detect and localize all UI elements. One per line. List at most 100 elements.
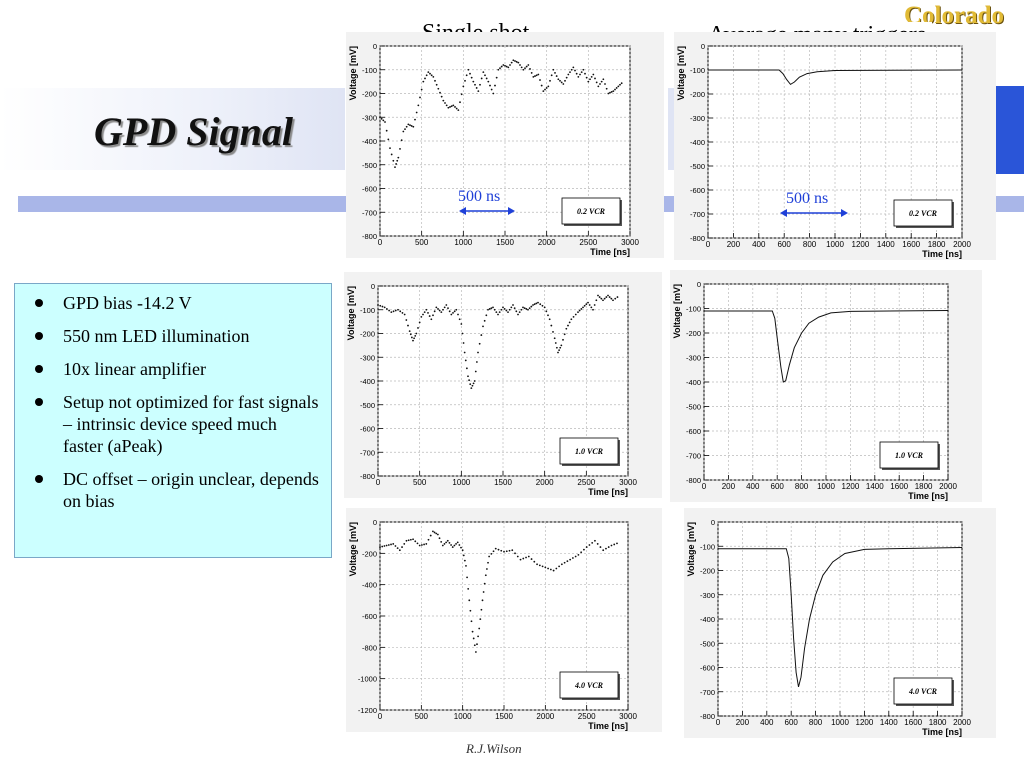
waveform-point — [554, 72, 556, 74]
y-tick-label: -300 — [360, 353, 375, 362]
waveform-point — [607, 546, 610, 548]
waveform-point — [401, 312, 404, 314]
waveform-point — [616, 542, 618, 545]
waveform-point — [487, 561, 489, 564]
waveform-point — [605, 547, 607, 550]
waveform-point — [385, 308, 388, 310]
waveform-point — [477, 90, 480, 93]
waveform-point — [396, 547, 399, 550]
waveform-point — [495, 311, 498, 314]
waveform-point — [514, 60, 516, 62]
waveform-point — [559, 79, 561, 82]
waveform-point — [547, 314, 549, 317]
waveform-point — [572, 66, 575, 69]
waveform-point — [515, 310, 518, 313]
waveform-point — [454, 106, 456, 108]
waveform-point — [448, 310, 451, 313]
waveform-point — [566, 560, 569, 563]
waveform-point — [582, 68, 585, 71]
waveform-point — [471, 384, 474, 387]
x-tick-label: 1000 — [826, 240, 844, 249]
waveform-point — [580, 71, 583, 74]
waveform-point — [390, 543, 392, 546]
waveform-point — [377, 304, 379, 306]
waveform-point — [560, 563, 563, 566]
waveform-point — [414, 334, 417, 337]
y-tick-label: -300 — [362, 113, 377, 122]
waveform-point — [455, 308, 458, 311]
waveform-point — [595, 299, 598, 302]
y-tick-label: -700 — [700, 688, 715, 697]
bullet-dot-icon — [35, 332, 43, 340]
waveform-point — [503, 550, 505, 553]
waveform-point — [542, 90, 545, 93]
waveform-point — [583, 548, 585, 551]
bullet-text: 10x linear amplifier — [63, 359, 206, 379]
waveform-point — [399, 148, 401, 150]
waveform-point — [497, 313, 499, 316]
y-tick-label: -600 — [360, 425, 375, 434]
bullet-dot-icon — [35, 398, 43, 406]
waveform-point — [541, 565, 544, 568]
waveform-point — [463, 559, 466, 562]
waveform-point — [537, 73, 540, 76]
waveform-point — [453, 310, 456, 313]
waveform-point — [450, 105, 453, 108]
x-tick-label: 1500 — [495, 712, 513, 721]
y-tick-label: 0 — [373, 42, 377, 51]
x-tick-label: 1000 — [817, 482, 835, 491]
waveform-point — [420, 544, 423, 546]
vcr-label-box — [893, 199, 953, 227]
waveform-point — [456, 541, 459, 544]
waveform-point — [596, 543, 599, 545]
waveform-point — [436, 533, 439, 536]
waveform-point — [458, 318, 461, 321]
waveform-point — [555, 75, 558, 77]
waveform-point — [478, 627, 481, 630]
waveform-point — [390, 153, 393, 156]
waveform-point — [422, 80, 425, 83]
waveform-point — [608, 296, 611, 298]
waveform-point — [557, 78, 560, 81]
waveform-point — [580, 551, 583, 554]
waveform-point — [598, 296, 601, 298]
bullet-dot-icon — [35, 475, 43, 483]
x-tick-label: 2000 — [939, 482, 957, 491]
y-tick-label: -700 — [690, 210, 705, 219]
waveform-point — [439, 91, 441, 94]
waveform-point — [440, 95, 443, 98]
y-tick-label: -500 — [686, 403, 701, 412]
vcr-label: 4.0 VCR — [908, 687, 938, 696]
chart-average-1-0vcr: 0 200 400 600 800 1000 1200 1400 1600 1800 2000 0 -1… — [670, 270, 982, 502]
waveform-point — [532, 75, 535, 78]
chart-single-shot-1-0vcr: 0 500 1000 1500 2000 2500 3000 0 -100 -200 -300 -40… — [344, 272, 662, 498]
waveform-point — [585, 303, 588, 306]
waveform-point — [617, 85, 620, 88]
waveform-point — [389, 147, 391, 150]
waveform-point — [471, 630, 474, 633]
waveform-point — [462, 85, 465, 88]
waveform-point — [515, 60, 518, 63]
waveform-point — [443, 306, 446, 309]
waveform-point — [513, 307, 516, 310]
waveform-point — [510, 306, 513, 309]
y-tick-label: -800 — [686, 476, 701, 485]
waveform-point — [550, 324, 553, 327]
waveform-point — [492, 550, 495, 553]
x-tick-label: 2000 — [953, 240, 971, 249]
bullet-item: GPD bias -14.2 V — [33, 292, 321, 314]
waveform-point — [554, 342, 557, 344]
waveform-point — [557, 351, 559, 354]
waveform-point — [446, 539, 449, 542]
waveform-point — [394, 309, 397, 312]
y-tick-label: 0 — [371, 282, 375, 291]
x-tick-label: 1000 — [831, 718, 849, 727]
y-tick-label: -400 — [362, 137, 377, 146]
waveform-point — [412, 538, 414, 541]
waveform-point — [479, 618, 482, 621]
waveform-point — [437, 87, 440, 90]
waveform-point — [502, 306, 504, 309]
y-axis-label: Voltage [mV] — [676, 46, 686, 100]
waveform-point — [504, 64, 506, 67]
waveform-point — [564, 79, 566, 82]
